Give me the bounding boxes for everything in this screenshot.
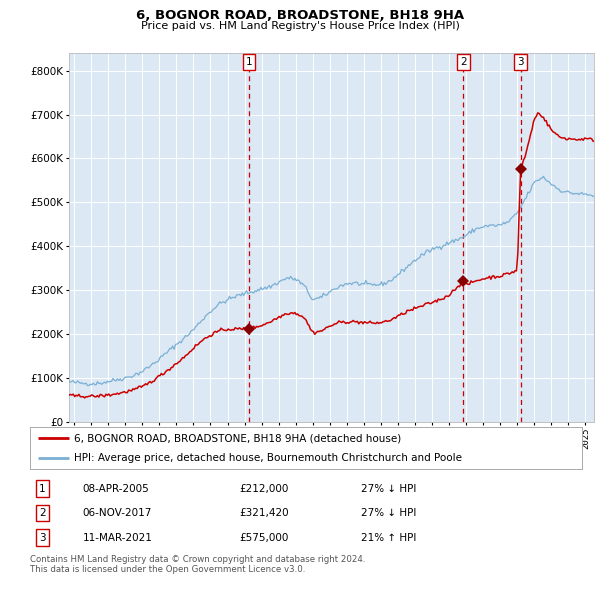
Text: 27% ↓ HPI: 27% ↓ HPI <box>361 484 416 493</box>
Text: 2: 2 <box>460 57 467 67</box>
Text: £321,420: £321,420 <box>240 508 289 518</box>
Text: 06-NOV-2017: 06-NOV-2017 <box>82 508 152 518</box>
Text: 6, BOGNOR ROAD, BROADSTONE, BH18 9HA (detached house): 6, BOGNOR ROAD, BROADSTONE, BH18 9HA (de… <box>74 433 401 443</box>
Text: HPI: Average price, detached house, Bournemouth Christchurch and Poole: HPI: Average price, detached house, Bour… <box>74 453 462 463</box>
Text: 3: 3 <box>517 57 524 67</box>
Text: Contains HM Land Registry data © Crown copyright and database right 2024.: Contains HM Land Registry data © Crown c… <box>30 555 365 563</box>
Text: 27% ↓ HPI: 27% ↓ HPI <box>361 508 416 518</box>
Text: £212,000: £212,000 <box>240 484 289 493</box>
Text: This data is licensed under the Open Government Licence v3.0.: This data is licensed under the Open Gov… <box>30 565 305 573</box>
Text: 21% ↑ HPI: 21% ↑ HPI <box>361 533 416 543</box>
Text: Price paid vs. HM Land Registry's House Price Index (HPI): Price paid vs. HM Land Registry's House … <box>140 21 460 31</box>
Text: 1: 1 <box>39 484 46 493</box>
Text: 6, BOGNOR ROAD, BROADSTONE, BH18 9HA: 6, BOGNOR ROAD, BROADSTONE, BH18 9HA <box>136 9 464 22</box>
Text: 3: 3 <box>39 533 46 543</box>
Text: 08-APR-2005: 08-APR-2005 <box>82 484 149 493</box>
Text: 11-MAR-2021: 11-MAR-2021 <box>82 533 152 543</box>
Text: 2: 2 <box>39 508 46 518</box>
Text: £575,000: £575,000 <box>240 533 289 543</box>
Text: 1: 1 <box>246 57 253 67</box>
